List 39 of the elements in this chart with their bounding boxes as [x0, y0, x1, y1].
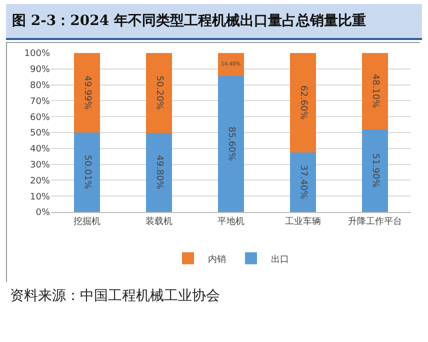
- bar: [362, 53, 388, 130]
- bar: [362, 129, 388, 212]
- data-label: 49.80%: [154, 155, 164, 190]
- x-tick-label: 装载机: [146, 216, 172, 227]
- y-tick-label: 50%: [30, 128, 50, 139]
- text: 资料来源：中国工程机械工业协会: [10, 287, 221, 306]
- bar: [218, 53, 244, 76]
- data-label: 48.10%: [370, 74, 380, 109]
- data-label: 50.01%: [82, 154, 92, 190]
- y-tick-label: 10%: [30, 192, 50, 202]
- y-tick-label: 30%: [30, 160, 50, 170]
- data-label: 85.60%: [226, 126, 236, 162]
- bar: [146, 132, 172, 212]
- y-tick-label: 80%: [30, 80, 50, 91]
- y-tick-label: 90%: [30, 65, 50, 76]
- bar: [74, 132, 100, 212]
- y-tick-label: 0%: [36, 208, 50, 218]
- data-label: 62.60%: [298, 85, 308, 120]
- legend-label: 内销: [208, 254, 226, 265]
- y-tick-label: 100%: [24, 49, 50, 60]
- legend-label: 出口: [271, 254, 289, 265]
- chart-title: 图 2-3：2024 年不同类型工程机械出口量占总销量比重: [6, 4, 422, 40]
- data-label: 37.40%: [298, 164, 308, 200]
- bar: [218, 76, 244, 212]
- data-label: 50.20%: [154, 76, 164, 110]
- y-tick-label: 40%: [30, 144, 50, 155]
- y-tick-label: 20%: [30, 176, 50, 186]
- bar: [290, 152, 316, 212]
- x-tick-label: 工业车辆: [285, 216, 321, 227]
- x-tick-label: 平地机: [218, 216, 244, 227]
- bar: [146, 53, 172, 133]
- y-tick-label: 70%: [30, 96, 50, 107]
- y-tick-label: 60%: [30, 112, 50, 123]
- x-tick-label: 升降工作平台: [348, 216, 402, 227]
- data-label: 49.99%: [82, 75, 92, 110]
- bar: [290, 53, 316, 153]
- x-tick-label: 挖掘机: [74, 216, 100, 227]
- bar: [74, 53, 100, 132]
- data-label: 51.90%: [370, 153, 380, 188]
